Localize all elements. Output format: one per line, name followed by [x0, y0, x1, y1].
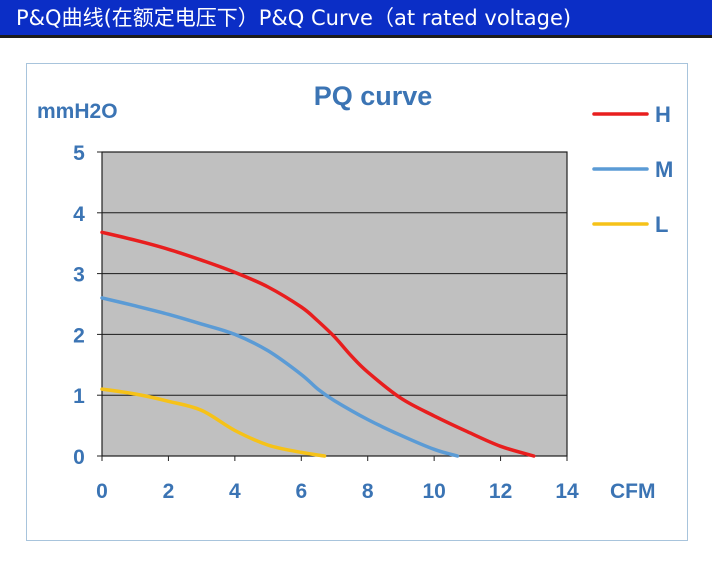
banner-title: P&Q曲线(在额定电压下）P&Q Curve（at rated voltage) — [16, 6, 572, 30]
x-tick-label: 10 — [422, 480, 445, 503]
y-axis-label: mmH2O — [37, 100, 118, 123]
y-tick-label: 4 — [73, 203, 85, 226]
series-line-m — [100, 296, 460, 458]
plot-area — [101, 151, 568, 457]
y-tick-label: 1 — [73, 385, 85, 408]
x-tick-label: 12 — [489, 480, 512, 503]
chart-title: PQ curve — [314, 81, 433, 111]
legend-label-m: M — [655, 157, 673, 182]
x-tick-label: 0 — [96, 480, 108, 503]
title-banner: P&Q曲线(在额定电压下）P&Q Curve（at rated voltage) — [0, 0, 712, 38]
series-line-l — [100, 387, 327, 458]
x-tick-label: 8 — [362, 480, 374, 503]
x-axis-label: CFM — [610, 480, 656, 503]
x-tick-label: 14 — [555, 480, 579, 503]
legend-label-l: L — [655, 212, 668, 237]
y-tick-label: 3 — [73, 264, 85, 287]
y-tick-label: 2 — [73, 324, 85, 347]
series-line-h — [100, 230, 536, 458]
x-tick-label: 6 — [295, 480, 307, 503]
y-tick-label: 5 — [73, 142, 85, 165]
x-tick-label: 4 — [229, 480, 241, 503]
y-tick-label: 0 — [73, 446, 85, 469]
legend-label-h: H — [655, 102, 671, 127]
x-tick-label: 2 — [163, 480, 175, 503]
